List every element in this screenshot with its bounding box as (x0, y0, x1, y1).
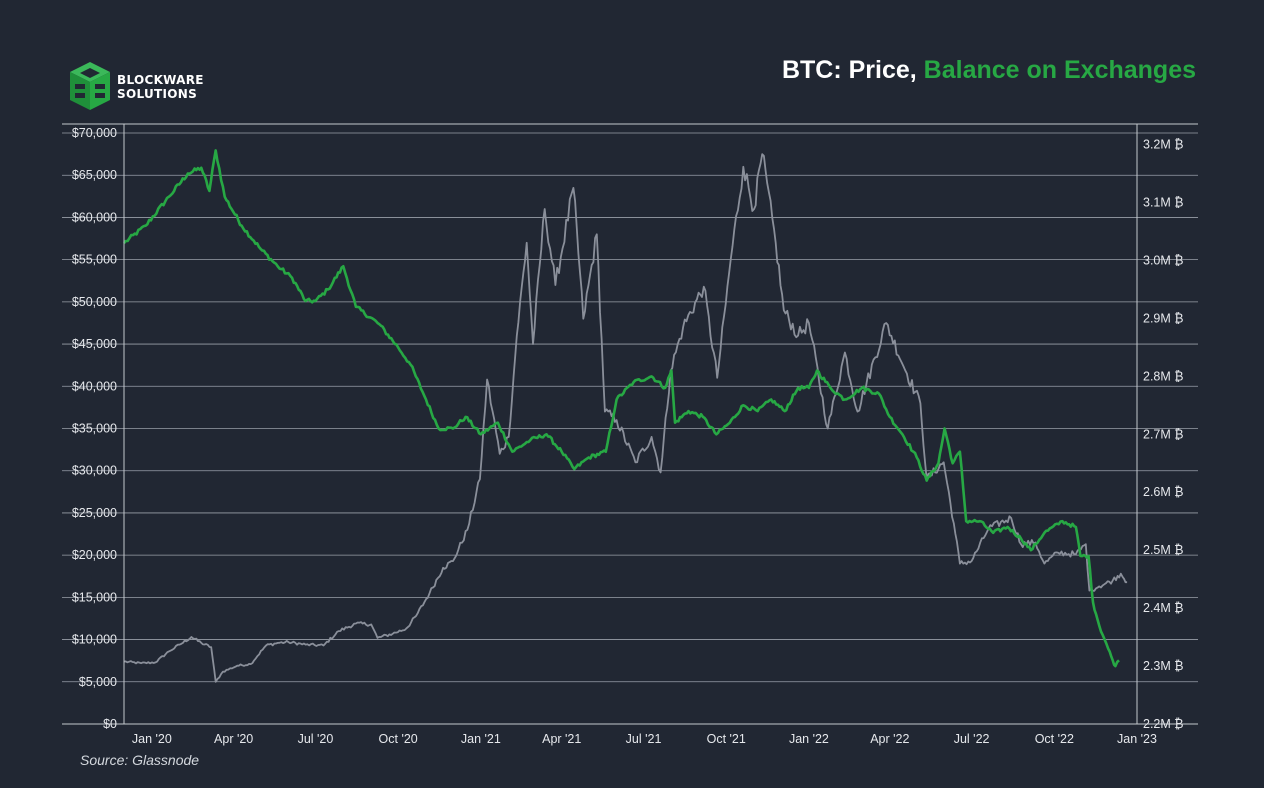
chart-title-balance: Balance on Exchanges (923, 56, 1196, 84)
x-tick-label: Oct '20 (379, 732, 418, 746)
y-left-tick-label: $65,000 (72, 168, 117, 182)
price-line (123, 153, 1128, 683)
chart-title: BTC: Price, Balance on Exchanges (782, 56, 1196, 85)
y-left-tick-label: $70,000 (72, 126, 117, 140)
y-right-tick-label: 2.7M ₿ (1143, 427, 1184, 441)
x-tick-label: Oct '22 (1035, 732, 1074, 746)
y-right-tick-label: 2.3M ₿ (1143, 659, 1184, 673)
x-tick-label: Jan '23 (1117, 732, 1157, 746)
y-right-tick-label: 3.0M ₿ (1143, 253, 1184, 267)
y-right-tick-label: 3.1M ₿ (1143, 196, 1184, 210)
x-tick-label: Jul '21 (626, 732, 662, 746)
y-right-tick-label: 2.2M ₿ (1143, 717, 1184, 731)
y-left-tick-label: $55,000 (72, 253, 117, 267)
grid-lines (62, 132, 1198, 683)
x-tick-label: Jan '21 (461, 732, 501, 746)
tick-labels: $0 $5,000 $10,000 $15,000 $20,000 $25,000 $30,… (72, 126, 1184, 746)
source-note: Source: Glassnode (80, 752, 200, 768)
y-right-tick-label: 2.9M ₿ (1143, 311, 1184, 325)
x-tick-label: Apr '22 (870, 732, 909, 746)
y-left-tick-label: $5,000 (79, 675, 117, 689)
y-right-tick-label: 3.2M ₿ (1143, 138, 1184, 152)
x-tick-label: Jan '20 (132, 732, 172, 746)
y-right-tick-label: 2.6M ₿ (1143, 485, 1184, 499)
y-left-tick-label: $40,000 (72, 379, 117, 393)
logo-wordmark: BLOCKWARE SOLUTIONS (117, 73, 204, 101)
logo-line-2: SOLUTIONS (117, 87, 198, 101)
y-right-tick-label: 2.4M ₿ (1143, 601, 1184, 615)
y-left-tick-label: $45,000 (72, 337, 117, 351)
x-tick-label: Apr '20 (214, 732, 253, 746)
logo-line-1: BLOCKWARE (117, 73, 204, 87)
y-left-tick-label: $20,000 (72, 548, 117, 562)
y-left-tick-label: $25,000 (72, 506, 117, 520)
y-left-tick-label: $30,000 (72, 464, 117, 478)
y-left-tick-label: $15,000 (72, 590, 117, 604)
x-tick-label: Apr '21 (542, 732, 581, 746)
chart-title-price: BTC: Price, (781, 56, 924, 84)
y-right-tick-label: 2.8M ₿ (1143, 369, 1184, 383)
y-left-tick-label: $10,000 (72, 633, 117, 647)
x-tick-label: Jul '20 (298, 732, 334, 746)
blockware-logo-icon (70, 62, 110, 110)
y-left-tick-label: $60,000 (72, 210, 117, 224)
x-tick-label: Jul '22 (954, 732, 990, 746)
chart-frame (62, 123, 1198, 725)
y-left-tick-label: $0 (103, 717, 117, 731)
x-tick-label: Jan '22 (789, 732, 829, 746)
x-tick-label: Oct '21 (707, 732, 746, 746)
y-right-tick-label: 2.5M ₿ (1143, 543, 1184, 557)
balance-line (123, 149, 1120, 668)
series-lines (123, 149, 1128, 683)
y-left-tick-label: $50,000 (72, 295, 117, 309)
y-left-tick-label: $35,000 (72, 422, 117, 436)
